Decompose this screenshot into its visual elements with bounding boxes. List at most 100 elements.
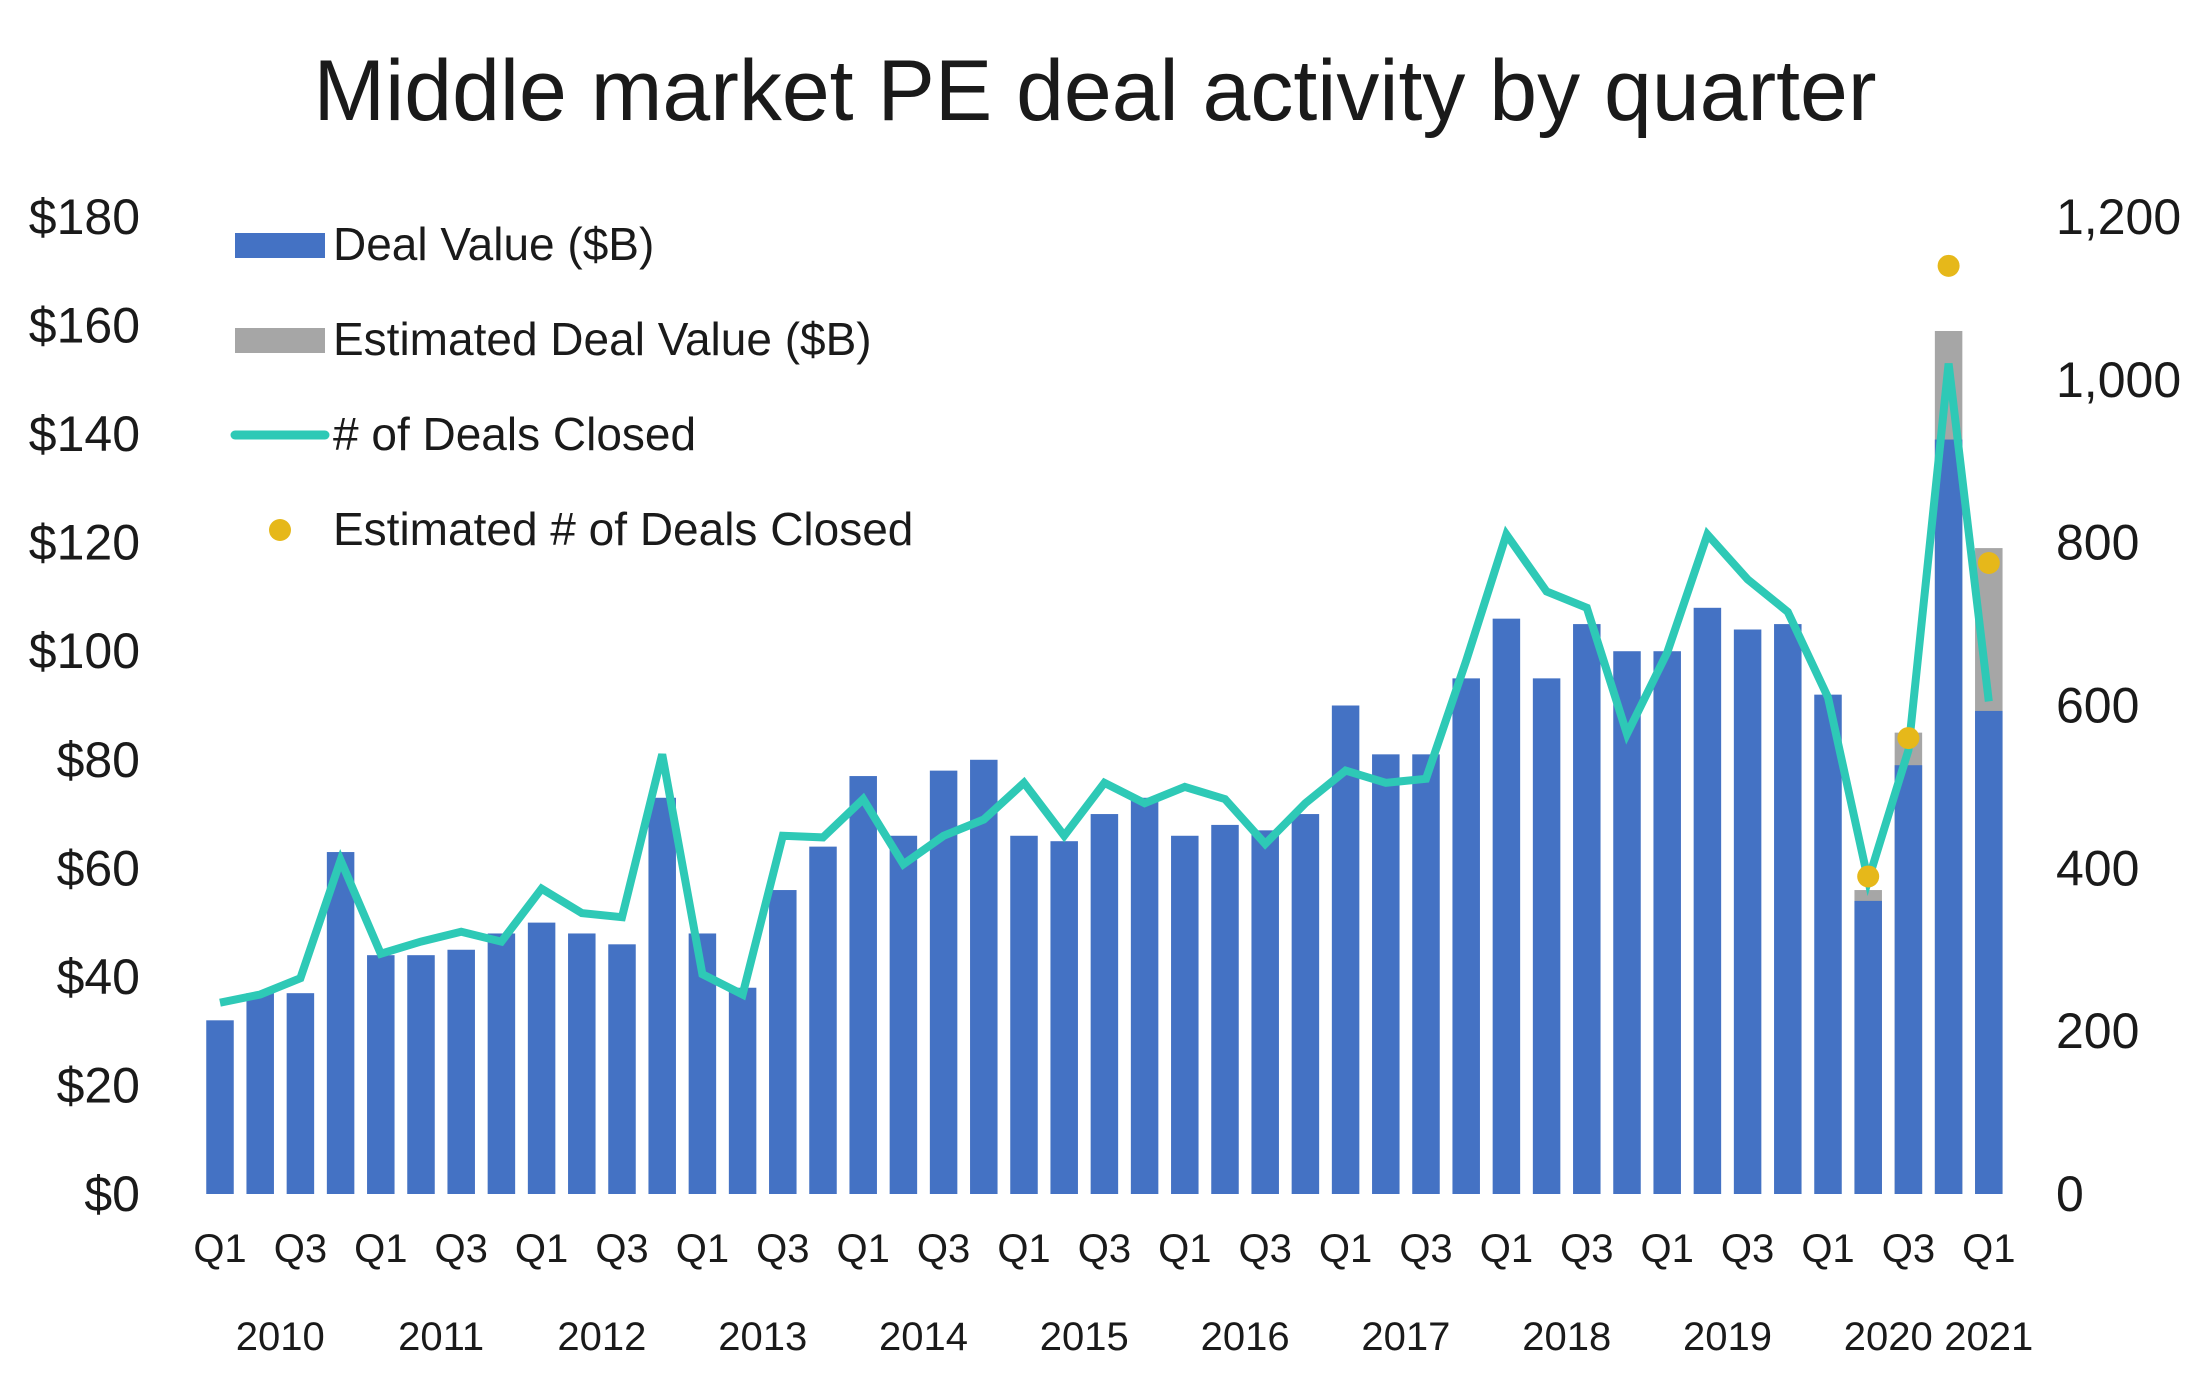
right-axis: 0 200 400 600 800 1,000 1,200 — [2056, 189, 2181, 1222]
right-axis-tick-label: 400 — [2056, 840, 2139, 896]
deal-value-bar — [769, 890, 797, 1194]
quarter-tick-label: Q1 — [354, 1227, 407, 1271]
deal-value-bar — [1492, 618, 1521, 1194]
deal-value-bar — [286, 993, 315, 1194]
year-label: 2015 — [1040, 1315, 1129, 1359]
right-axis-tick-label: 0 — [2056, 1166, 2084, 1222]
quarter-tick-label: Q3 — [435, 1227, 488, 1271]
year-label: 2011 — [398, 1315, 484, 1359]
quarter-tick-label: Q3 — [917, 1227, 970, 1271]
deal-value-bar — [809, 846, 837, 1194]
right-axis-tick-label: 1,200 — [2056, 189, 2181, 245]
quarter-tick-label: Q1 — [997, 1227, 1050, 1271]
deal-value-bar — [608, 944, 636, 1194]
deal-value-bar — [407, 955, 435, 1194]
deal-value-bar — [1653, 651, 1681, 1194]
quarter-tick-label: Q1 — [1480, 1227, 1533, 1271]
legend-label-deal-value: Deal Value ($B) — [333, 218, 654, 270]
quarter-tick-label: Q1 — [1962, 1227, 2015, 1271]
bars-layer — [206, 330, 2003, 1194]
year-label: 2020 — [1844, 1315, 1933, 1359]
estimated-deals-point — [1977, 552, 2000, 575]
year-label: 2018 — [1522, 1315, 1611, 1359]
year-label: 2019 — [1683, 1315, 1772, 1359]
year-label: 2017 — [1361, 1315, 1450, 1359]
right-axis-tick-label: 200 — [2056, 1003, 2139, 1059]
quarter-tick-label: Q3 — [1721, 1227, 1774, 1271]
deal-value-bar — [1090, 814, 1119, 1194]
deal-value-bar — [1733, 629, 1762, 1194]
deal-value-bar — [1412, 754, 1440, 1194]
quarter-tick-label: Q1 — [837, 1227, 890, 1271]
left-axis-tick-label: $80 — [57, 732, 140, 788]
left-axis-tick-label: $40 — [57, 949, 140, 1005]
year-label: 2010 — [236, 1315, 325, 1359]
x-axis: Q1 Q3 Q1 Q3 Q1 Q3 Q1 Q3 Q1 Q3 Q1 Q3 Q1 Q3 Q1 Q3 Q1 Q3 Q1 Q3… — [193, 1227, 2033, 1359]
deal-value-bar — [1211, 824, 1239, 1194]
quarter-tick-label: Q1 — [1319, 1227, 1372, 1271]
dots-layer — [1857, 254, 2000, 888]
deal-value-bar — [1331, 705, 1360, 1194]
legend-swatch-estimated-deal-value — [235, 328, 325, 353]
quarter-tick-label: Q3 — [1560, 1227, 1613, 1271]
quarter-tick-label: Q3 — [595, 1227, 648, 1271]
chart-title: Middle market PE deal activity by quarte… — [313, 43, 1877, 139]
left-axis-tick-label: $180 — [29, 189, 140, 245]
quarter-tick-label: Q3 — [756, 1227, 809, 1271]
deal-value-bar — [1130, 797, 1159, 1194]
left-axis-tick-label: $160 — [29, 298, 140, 354]
deal-value-bar — [1774, 624, 1802, 1194]
deal-value-bar — [447, 949, 475, 1194]
quarter-tick-label: Q3 — [1882, 1227, 1935, 1271]
right-axis-tick-label: 1,000 — [2056, 352, 2181, 408]
deal-value-bar — [849, 776, 877, 1194]
quarter-tick-label: Q1 — [193, 1227, 246, 1271]
quarter-tick-label: Q3 — [1239, 1227, 1292, 1271]
estimated-deals-point — [1937, 254, 1960, 277]
deal-value-bar — [367, 955, 395, 1194]
estimated-deals-point — [1857, 865, 1880, 888]
left-axis-tick-label: $120 — [29, 515, 140, 571]
deal-value-bar — [889, 835, 918, 1194]
left-axis-tick-label: $60 — [57, 840, 140, 896]
deal-value-bar — [1010, 835, 1038, 1194]
deal-value-bar — [1573, 624, 1601, 1194]
deal-value-bar — [568, 933, 596, 1194]
deal-value-bar — [728, 987, 757, 1194]
quarter-tick-label: Q1 — [515, 1227, 568, 1271]
deal-value-bar — [970, 759, 998, 1194]
deal-value-bar — [1452, 678, 1480, 1194]
deal-value-bar — [1934, 439, 1963, 1194]
deal-value-bar — [487, 933, 516, 1194]
legend: Deal Value ($B) Estimated Deal Value ($B… — [230, 218, 913, 555]
line-layer — [219, 363, 1993, 1007]
left-axis-tick-label: $100 — [29, 623, 140, 679]
deal-value-bar — [1814, 694, 1842, 1194]
legend-swatch-deal-value — [235, 233, 325, 258]
deal-value-bar — [527, 922, 556, 1194]
left-axis: $0 $20 $40 $60 $80 $100 $120 $140 $160 $180 — [29, 189, 140, 1222]
deal-value-bar — [1050, 841, 1078, 1194]
quarter-tick-label: Q1 — [1158, 1227, 1211, 1271]
deal-value-bar — [1894, 765, 1923, 1194]
deal-value-bar — [246, 993, 274, 1194]
quarter-tick-label: Q3 — [274, 1227, 327, 1271]
deal-value-bar — [1251, 830, 1279, 1194]
year-label: 2021 — [1944, 1315, 2033, 1359]
quarter-tick-label: Q3 — [1399, 1227, 1452, 1271]
legend-label-estimated-deal-value: Estimated Deal Value ($B) — [333, 313, 872, 365]
year-label: 2014 — [879, 1315, 968, 1359]
right-axis-tick-label: 600 — [2056, 678, 2139, 734]
deal-value-bar — [326, 852, 355, 1194]
right-axis-tick-label: 800 — [2056, 515, 2139, 571]
left-axis-tick-label: $140 — [29, 406, 140, 462]
estimated-deals-point — [1897, 727, 1920, 750]
deal-value-bar — [1854, 900, 1882, 1194]
year-label: 2012 — [557, 1315, 646, 1359]
legend-swatch-estimated-deals-closed — [269, 519, 291, 541]
legend-label-estimated-deals-closed: Estimated # of Deals Closed — [333, 503, 913, 555]
deal-value-bar — [648, 797, 676, 1194]
legend-label-deals-closed: # of Deals Closed — [333, 408, 696, 460]
quarter-tick-label: Q1 — [1801, 1227, 1854, 1271]
